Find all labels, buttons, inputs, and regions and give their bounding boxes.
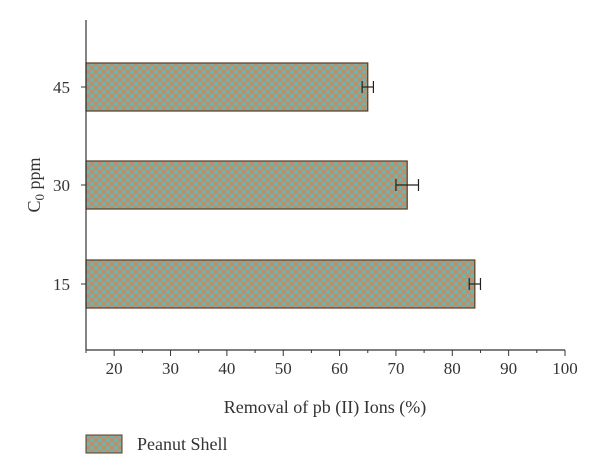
y-axis-title-unit: ppm bbox=[24, 157, 44, 194]
x-tick-label: 70 bbox=[387, 359, 404, 378]
y-axis-title: C0 ppm bbox=[24, 157, 47, 212]
x-tick-labels: 20 30 40 50 60 70 80 90 100 bbox=[106, 359, 578, 378]
axes bbox=[81, 20, 566, 356]
y-tick-labels: 15 30 45 bbox=[53, 78, 70, 294]
legend-swatch bbox=[85, 434, 123, 454]
x-tick-label: 100 bbox=[552, 359, 578, 378]
x-tick-label: 20 bbox=[106, 359, 123, 378]
y-tick-label: 30 bbox=[53, 176, 70, 195]
legend: Peanut Shell bbox=[85, 434, 228, 454]
x-tick-label: 90 bbox=[500, 359, 517, 378]
error-bars-layer bbox=[361, 81, 482, 290]
x-tick-label: 50 bbox=[275, 359, 292, 378]
y-tick-label: 15 bbox=[53, 275, 70, 294]
y-tick-label: 45 bbox=[53, 78, 70, 97]
legend-label: Peanut Shell bbox=[137, 434, 228, 454]
y-axis-title-subscript: 0 bbox=[32, 194, 47, 201]
x-tick-label: 60 bbox=[331, 359, 348, 378]
bar-45 bbox=[85, 62, 369, 112]
bar-30 bbox=[85, 160, 408, 210]
x-tick-label: 30 bbox=[162, 359, 179, 378]
x-axis-title: Removal of pb (II) Ions (%) bbox=[224, 397, 426, 418]
bar-15 bbox=[85, 259, 476, 309]
x-tick-label: 80 bbox=[444, 359, 461, 378]
x-tick-label: 40 bbox=[218, 359, 235, 378]
y-axis-title-main: C bbox=[24, 201, 44, 213]
bars-layer bbox=[85, 62, 476, 309]
